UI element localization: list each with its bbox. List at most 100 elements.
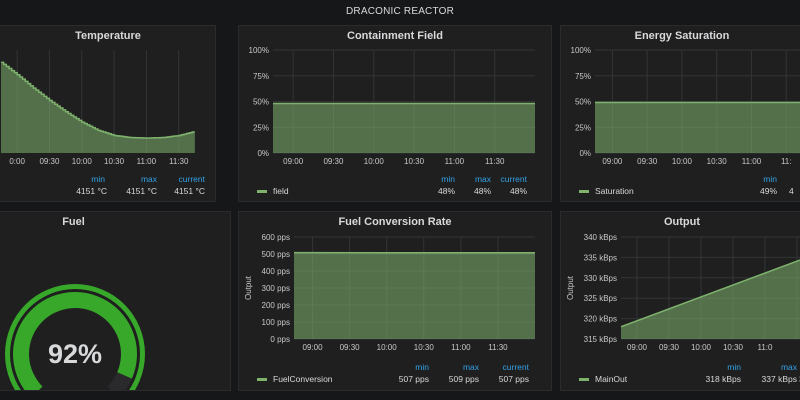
fuel-gauge: 92%100 [4, 283, 145, 390]
legend-series-name: field [273, 186, 289, 196]
containment-field-graph[interactable]: 0% 25% 50% 75% 100% 09:00 09:30 10:00 10:30 11:00… [239, 26, 552, 202]
legend-header-current: current [502, 362, 529, 372]
legend-series-name: Saturation [595, 186, 634, 196]
legend-series-name: MainOut [595, 374, 628, 384]
legend-current-value: 507 pps [498, 374, 529, 384]
legend-series-fuelconversion[interactable]: FuelConversion [257, 374, 333, 384]
legend-max-value: 337 kBps [761, 374, 797, 384]
legend-header-max: max [140, 174, 157, 184]
x-tick-label: 11:30 [485, 157, 505, 166]
y-tick-label: 100% [249, 46, 269, 55]
x-tick-label: 11:00 [137, 157, 157, 166]
legend-header-max: max [780, 362, 797, 372]
legend-min-value: 48% [437, 186, 455, 196]
y-tick-label: 600 pps [262, 233, 290, 242]
temperature-graph[interactable]: 0:00 09:30 10:00 10:30 11:00 11:30 [0, 26, 216, 202]
x-tick-label: 10:30 [104, 157, 125, 166]
panel-title: Fuel [62, 216, 85, 228]
x-tick-label: 10:30 [404, 157, 425, 166]
legend-header-min: min [441, 174, 455, 184]
x-tick-label: 09:30 [340, 343, 361, 352]
legend-max-value: 4151 °C [126, 186, 157, 196]
x-tick-label: 0:00 [9, 157, 25, 166]
x-tick-label: 10:30 [707, 157, 728, 166]
legend-header-min: min [415, 362, 429, 372]
x-tick-label: 10:00 [377, 343, 398, 352]
fuel-panel[interactable]: Fuel 92%100 [0, 211, 231, 391]
x-tick-label: 09:30 [659, 343, 680, 352]
y-axis-label: Output [566, 275, 575, 300]
series-line [1, 61, 195, 139]
x-tick-label: 11:00 [742, 157, 762, 166]
legend-series-name: FuelConversion [273, 374, 333, 384]
fuel-conversion-graph[interactable]: 0 pps 100 pps 200 pps 300 pps 400 pps 500 pps… [239, 212, 552, 391]
x-tick-label: 11:30 [488, 343, 508, 352]
containment-field-panel[interactable]: Containment Field 0% 25% 50% 75% 100% 09:00 09… [238, 25, 552, 202]
panel-title: Fuel Conversion Rate [338, 216, 452, 228]
series-color-swatch [579, 190, 589, 194]
legend-header-min: min [727, 362, 741, 372]
y-tick-label: 400 pps [262, 267, 290, 276]
output-panel[interactable]: Output 315 kBps 320 kBps 325 kBps 330 kBps 3… [560, 211, 800, 391]
series-area [273, 103, 535, 153]
x-tick-label: 10:00 [72, 157, 93, 166]
legend-max-value: 4 [789, 186, 794, 196]
x-tick-label: 10:00 [364, 157, 385, 166]
y-tick-label: 0% [257, 149, 269, 158]
x-tick-label: 10:30 [414, 343, 435, 352]
legend-current-value: 48% [509, 186, 527, 196]
x-tick-label: 10:00 [691, 343, 712, 352]
series-line [620, 259, 800, 328]
y-axis-label: Output [244, 275, 253, 300]
y-tick-label: 100 pps [262, 318, 290, 327]
x-tick-label: 11:0 [758, 343, 774, 352]
x-tick-label: 09:00 [627, 343, 648, 352]
x-tick-label: 09:30 [323, 157, 344, 166]
y-tick-label: 75% [575, 72, 591, 81]
series-area [621, 260, 800, 339]
legend-max-value: 48% [473, 186, 491, 196]
y-tick-label: 325 kBps [584, 294, 617, 303]
y-tick-label: 335 kBps [584, 253, 617, 262]
y-tick-label: 320 kBps [584, 315, 617, 324]
y-tick-label: 25% [575, 123, 591, 132]
gauge-fill [13, 292, 137, 390]
legend-series-field[interactable]: field [257, 186, 289, 196]
panel-title: Output [663, 216, 701, 228]
legend-header-min: min [91, 174, 105, 184]
y-tick-label: 75% [253, 72, 269, 81]
legend-header-max: max [462, 362, 479, 372]
legend-series-mainout[interactable]: MainOut [579, 374, 627, 384]
legend-header-current: current [500, 174, 527, 184]
panel-title: Containment Field [347, 30, 443, 42]
energy-saturation-panel[interactable]: Energy Saturation 0% 25% 50% 75% 100% 09:00 09… [560, 25, 800, 202]
dashboard-title: DRACONIC REACTOR [345, 6, 455, 17]
energy-saturation-graph[interactable]: 0% 25% 50% 75% 100% 09:00 09:30 10:00 10:30 11:00… [561, 26, 800, 202]
y-tick-label: 200 pps [262, 301, 290, 310]
x-tick-label: 10:00 [672, 157, 693, 166]
output-graph[interactable]: 315 kBps 320 kBps 325 kBps 330 kBps 335 kBps… [561, 212, 800, 391]
series-color-swatch [257, 190, 267, 194]
y-tick-label: 500 pps [262, 250, 290, 259]
series-area [595, 102, 800, 153]
legend-header-current: current [178, 174, 205, 184]
series-color-swatch [257, 378, 267, 382]
gauge-value: 92% [48, 339, 102, 369]
x-tick-label: 11:00 [451, 343, 471, 352]
x-tick-label: 09:00 [303, 343, 324, 352]
x-tick-label: 11:00 [445, 157, 465, 166]
legend-current-value: 4151 °C [174, 186, 205, 196]
panel-title: Energy Saturation [634, 30, 730, 42]
series-area [294, 252, 535, 339]
legend-series-saturation[interactable]: Saturation [579, 186, 634, 196]
fuel-conversion-rate-panel[interactable]: Fuel Conversion Rate 0 pps 100 pps 200 pps… [238, 211, 552, 391]
y-tick-label: 50% [575, 98, 591, 107]
y-tick-label: 50% [253, 98, 269, 107]
x-tick-label: 09:00 [602, 157, 623, 166]
x-tick-label: 11:30 [169, 157, 189, 166]
x-tick-label: 09:30 [637, 157, 658, 166]
legend-min-value: 4151 °C [76, 186, 107, 196]
legend-max-value: 509 pps [448, 374, 479, 384]
y-tick-label: 25% [253, 123, 269, 132]
temperature-panel[interactable]: Temperature 0:00 09:30 10:00 10:30 11:00 11:3… [0, 25, 216, 202]
